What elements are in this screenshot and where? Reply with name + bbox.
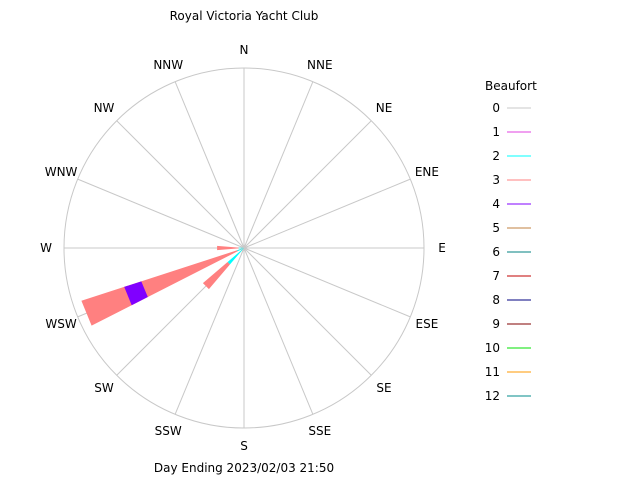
petal-w-bf3 (217, 245, 239, 251)
direction-label-ne: NE (376, 101, 393, 115)
spoke-ene (243, 178, 411, 249)
direction-label-s: S (240, 439, 248, 453)
spoke-ssw (174, 247, 245, 415)
petal-wsw-bf4 (124, 281, 148, 306)
spoke-ne (243, 120, 372, 249)
direction-label-n: N (240, 43, 249, 57)
legend-label: 5 (492, 221, 500, 235)
direction-label-ese: ESE (416, 317, 439, 331)
direction-label-ssw: SSW (155, 424, 182, 438)
petal-sw-bf2 (227, 248, 244, 265)
legend-label: 2 (492, 149, 500, 163)
direction-label-nnw: NNW (153, 58, 183, 72)
spoke-nw (116, 120, 245, 249)
direction-label-ene: ENE (415, 165, 439, 179)
chart-subtitle: Day Ending 2023/02/03 21:50 (154, 461, 334, 475)
legend-label: 9 (492, 317, 500, 331)
legend-label: 0 (492, 101, 500, 115)
petal-w-bf2 (238, 247, 244, 249)
direction-label-wsw: WSW (45, 317, 76, 331)
legend-label: 4 (492, 197, 500, 211)
spoke-nnw (174, 81, 245, 249)
petal-sw-bf3 (202, 262, 230, 290)
legend-label: 3 (492, 173, 500, 187)
legend-label: 12 (485, 389, 500, 403)
spoke-ese (243, 247, 411, 318)
direction-label-nne: NNE (307, 58, 333, 72)
chart-title: Royal Victoria Yacht Club (170, 9, 319, 23)
legend-label: 1 (492, 125, 500, 139)
petal-layer (81, 245, 244, 326)
direction-label-se: SE (376, 381, 391, 395)
petal-wsw-bf2 (237, 248, 244, 252)
spoke-wnw (77, 178, 245, 249)
spoke-se (243, 247, 372, 376)
petal-wsw-bf3 (81, 250, 238, 326)
legend-label: 7 (492, 269, 500, 283)
direction-label-e: E (438, 241, 446, 255)
spoke-nne (243, 81, 314, 249)
direction-label-sw: SW (94, 381, 114, 395)
legend-label: 11 (485, 365, 500, 379)
legend-label: 6 (492, 245, 500, 259)
direction-label-wnw: WNW (45, 165, 78, 179)
direction-label-sse: SSE (308, 424, 331, 438)
legend-label: 8 (492, 293, 500, 307)
legend-label: 10 (485, 341, 500, 355)
direction-label-layer: N NNE NE ENE E ESE SE SSE S SSW SW WSW W WNW NW NNW (40, 43, 446, 453)
direction-label-w: W (40, 241, 52, 255)
legend-title: Beaufort (485, 79, 537, 93)
spoke-sse (243, 247, 314, 415)
direction-label-nw: NW (94, 101, 115, 115)
